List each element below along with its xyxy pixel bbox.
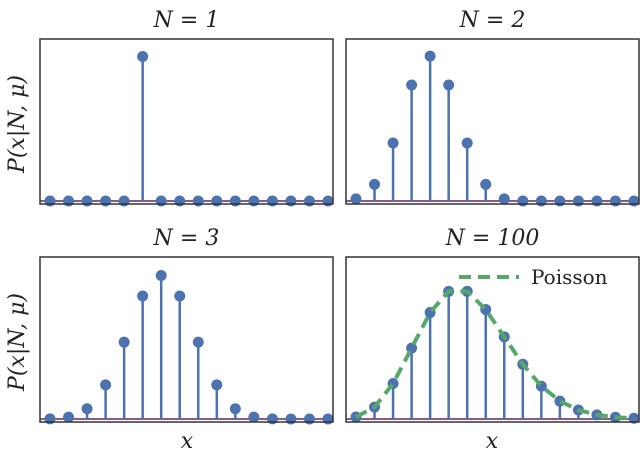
stem-marker (322, 195, 334, 207)
stem-marker (266, 195, 278, 207)
stem-marker (424, 50, 436, 62)
stem-marker (480, 178, 492, 190)
stem-marker (350, 193, 362, 205)
stem-marker (63, 195, 75, 207)
panel-4: N = 100 Poisson (345, 226, 640, 424)
stem-marker (554, 195, 566, 207)
stem-marker (517, 195, 529, 207)
stem-marker (628, 195, 640, 207)
stem-marker (174, 195, 186, 207)
stem-marker (81, 403, 93, 415)
stem-marker (248, 411, 260, 423)
stem-marker (155, 195, 167, 207)
legend-label: Poisson (531, 265, 608, 289)
ylabel-bottom: P(x|N, μ) (5, 293, 30, 392)
stem-marker (406, 79, 418, 91)
stem-marker (443, 79, 455, 91)
stem-marker (303, 413, 315, 425)
stem-marker (229, 403, 241, 415)
stem-marker (44, 195, 56, 207)
stem-marker (100, 195, 112, 207)
stem-marker (192, 336, 204, 348)
stem-marker (591, 195, 603, 207)
stem-marker (535, 195, 547, 207)
stem-marker (229, 195, 241, 207)
stem-marker (155, 270, 167, 282)
panel-title: N = 100 (445, 226, 540, 251)
stem-marker (609, 195, 621, 207)
panel-title: N = 2 (459, 8, 526, 33)
panel-title: N = 1 (153, 8, 220, 33)
ylabel-top: P(x|N, μ) (5, 75, 30, 174)
stem-marker (174, 290, 186, 302)
stem-marker (461, 137, 473, 149)
stem-marker (81, 195, 93, 207)
stem-marker (498, 193, 510, 205)
xlabel-right: x (486, 429, 499, 454)
stem-marker (322, 413, 334, 425)
stem-marker (248, 195, 260, 207)
stem-marker (387, 137, 399, 149)
panel-2: N = 2 (345, 8, 640, 207)
poisson-curve (355, 289, 635, 421)
panel-title: N = 3 (153, 226, 220, 251)
axes-frame (39, 256, 334, 423)
stem-marker (285, 195, 297, 207)
stem-marker (572, 195, 584, 207)
axes-frame (345, 256, 640, 423)
panel-1: N = 1 (39, 8, 334, 207)
stem-marker (211, 195, 223, 207)
panel-3: N = 3 (39, 226, 334, 425)
legend: Poisson (459, 265, 608, 289)
stem-marker (369, 178, 381, 190)
stem-marker (118, 195, 130, 207)
stem-marker (285, 413, 297, 425)
stem-marker (100, 379, 112, 391)
axes-frame (39, 38, 334, 205)
stem-marker (137, 50, 149, 62)
stem-marker (118, 336, 130, 348)
stem-marker (211, 379, 223, 391)
xlabel-left: x (181, 429, 194, 454)
axes-frame (345, 38, 640, 205)
stem-marker (303, 195, 315, 207)
stem-marker (192, 195, 204, 207)
panels: N = 1 N = 2 N = 3 N = 100 Poisson (39, 8, 640, 425)
stem-marker (63, 411, 75, 423)
stem-marker (137, 290, 149, 302)
